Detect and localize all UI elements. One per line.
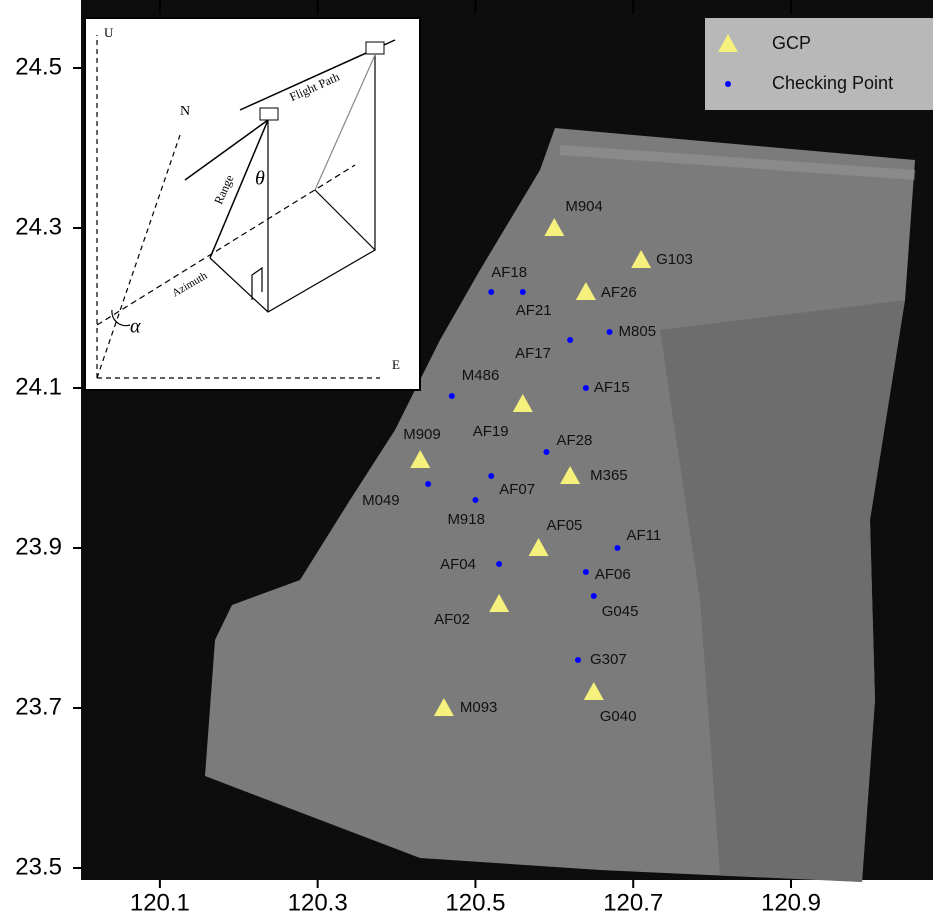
checking-point <box>543 449 550 455</box>
y-tick-label: 23.7 <box>15 693 62 720</box>
checking-point <box>519 289 526 295</box>
gcp-marker <box>528 538 549 556</box>
point-label: M365 <box>590 467 628 484</box>
checking-point <box>590 593 597 599</box>
checking-point <box>488 289 495 295</box>
legend-box <box>705 18 933 110</box>
point-label: M049 <box>362 492 400 509</box>
terrain-ridge <box>559 145 916 180</box>
point-label: G307 <box>590 651 627 668</box>
x-tick-label: 120.3 <box>288 889 348 916</box>
point-label: AF21 <box>516 302 552 319</box>
checking-point <box>567 337 574 343</box>
point-label: AF19 <box>473 423 509 440</box>
inset-label: U <box>104 25 114 40</box>
point-label: AF26 <box>601 284 637 301</box>
point-label: AF02 <box>434 611 470 628</box>
checking-point <box>496 561 503 567</box>
x-tick-label: 120.1 <box>130 889 190 916</box>
point-label: G103 <box>656 251 693 268</box>
y-tick-label: 24.5 <box>15 53 62 80</box>
legend-label: GCP <box>772 33 811 53</box>
gcp-marker <box>410 450 431 468</box>
inset-label: N <box>180 104 190 119</box>
x-tick-label: 120.7 <box>603 889 663 916</box>
checking-point <box>488 473 495 479</box>
gcp-marker <box>512 394 533 412</box>
y-tick-label: 23.9 <box>15 533 62 560</box>
point-label: AF28 <box>556 432 592 449</box>
satellite-icon <box>259 107 279 121</box>
point-label: G040 <box>600 708 637 725</box>
point-label: AF15 <box>594 379 630 396</box>
point-label: AF04 <box>440 556 476 573</box>
gcp-marker <box>433 698 454 716</box>
checking-point <box>425 481 432 487</box>
checking-point <box>448 393 455 399</box>
gcp-marker <box>544 218 565 236</box>
legend: GCP Checking Point <box>705 18 933 110</box>
inset-label: θ <box>255 168 265 190</box>
legend-marker <box>718 34 738 52</box>
point-label: M904 <box>565 198 603 215</box>
x-tick-label: 120.9 <box>761 889 821 916</box>
gcp-marker <box>489 594 510 612</box>
legend-label: Checking Point <box>772 73 893 93</box>
point-label: M093 <box>460 699 498 716</box>
y-tick-label: 23.5 <box>15 853 62 880</box>
point-label: AF05 <box>547 517 583 534</box>
y-tick-label: 24.1 <box>15 373 62 400</box>
y-tick-label: 24.3 <box>15 213 62 240</box>
point-label: M909 <box>403 426 441 443</box>
gcp-marker <box>560 466 581 484</box>
inset-diagram: U N E Flight Path Range Azimuth θ α <box>84 17 421 391</box>
inset-label: E <box>392 357 400 372</box>
point-label: G045 <box>602 603 639 620</box>
checking-point <box>472 497 479 503</box>
point-label: AF07 <box>499 481 535 498</box>
x-tick-label: 120.5 <box>445 889 505 916</box>
point-label: AF17 <box>515 345 551 362</box>
checking-point <box>582 385 589 391</box>
checking-point <box>582 569 589 575</box>
point-label: AF18 <box>491 264 527 281</box>
point-label: M918 <box>447 511 485 528</box>
checking-point <box>606 329 613 335</box>
point-label: M486 <box>462 367 500 384</box>
inset-label: α <box>130 316 141 338</box>
legend-marker <box>725 81 731 87</box>
point-label: AF06 <box>595 566 631 583</box>
gcp-marker <box>583 682 604 700</box>
checking-point <box>575 657 581 663</box>
terrain-relief <box>660 300 905 882</box>
point-label: M805 <box>619 323 657 340</box>
satellite-icon <box>365 41 385 55</box>
checking-point <box>614 545 621 551</box>
gcp-marker <box>631 250 652 268</box>
gcp-marker <box>575 282 596 300</box>
point-label: AF11 <box>626 527 661 544</box>
